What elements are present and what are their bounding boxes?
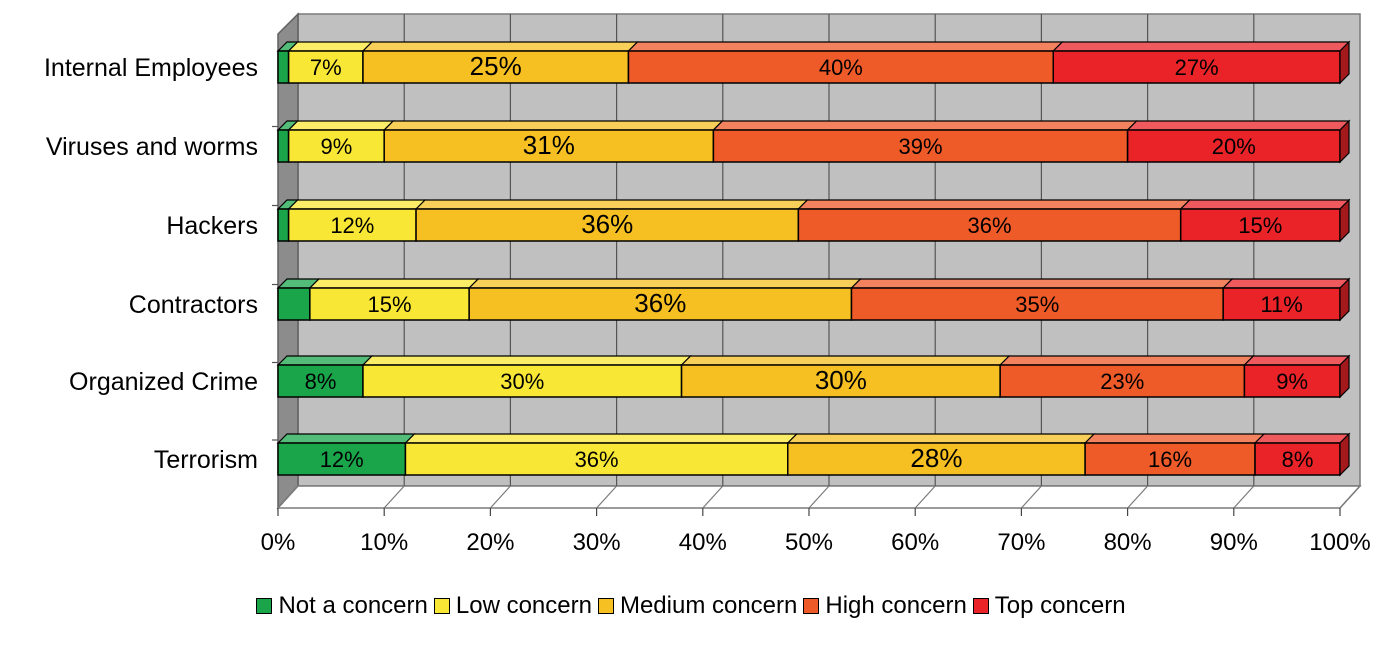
category-label: Hackers	[166, 212, 258, 240]
stacked-bar-chart: 0% 10% 20% 30% 40% 50% 60% 70% 80% 90% 100% Interna…	[44, 12, 1371, 556]
bar-segment	[403, 433, 799, 476]
bar-segment	[308, 278, 480, 321]
category-label: Terrorism	[154, 446, 258, 474]
data-label: 9%	[321, 134, 353, 159]
data-label: 36%	[634, 288, 686, 318]
legend-label: Top concern	[994, 592, 1126, 619]
legend-item: Medium concern	[597, 592, 798, 620]
data-label: 39%	[898, 134, 942, 159]
bar-segment	[1126, 119, 1351, 164]
bar-segment	[276, 355, 374, 398]
legend-item: Low concern	[433, 592, 592, 620]
floor-gridline	[383, 485, 405, 509]
data-label: 23%	[1100, 369, 1144, 394]
x-tick-label: 60%	[891, 529, 939, 556]
data-label: 30%	[500, 369, 544, 394]
bar-segment	[1242, 354, 1351, 399]
data-label: 12%	[320, 447, 364, 472]
legend: Not a concern Low concern Medium concern Hi…	[0, 592, 1382, 621]
data-label: 8%	[305, 369, 337, 394]
floor-gridline	[1233, 485, 1255, 509]
bar-segment	[711, 120, 1139, 163]
data-label: 25%	[470, 51, 522, 81]
floor-gridline	[1020, 485, 1042, 509]
data-label: 36%	[968, 213, 1012, 238]
data-label: 15%	[367, 292, 411, 317]
bar-segment	[414, 199, 809, 242]
data-label: 7%	[310, 55, 342, 80]
legend-label: Medium concern	[619, 592, 798, 619]
x-tick-label: 90%	[1210, 529, 1258, 556]
bar-segment	[276, 199, 300, 242]
bar-segment	[287, 41, 374, 84]
floor-gridline	[277, 485, 299, 509]
bar-segment	[627, 41, 1064, 84]
data-label: 8%	[1282, 447, 1314, 472]
bar-segment	[276, 278, 321, 321]
bar-segment	[361, 41, 639, 84]
data-label: 20%	[1212, 134, 1256, 159]
legend-label: Low concern	[455, 592, 592, 619]
x-tick-label: 30%	[573, 529, 621, 556]
legend-swatch	[256, 598, 273, 614]
data-label: 15%	[1238, 213, 1282, 238]
legend-swatch	[433, 598, 450, 614]
data-label: 36%	[575, 447, 619, 472]
data-label: 30%	[815, 365, 867, 395]
bar-segment	[1221, 277, 1351, 322]
bar-segment	[998, 355, 1255, 398]
bar-segment	[382, 120, 724, 163]
data-label: 12%	[330, 213, 374, 238]
bar-segment	[1179, 198, 1351, 243]
floor-gridline	[1127, 485, 1149, 509]
x-tick-label: 100%	[1309, 529, 1370, 556]
data-label: 40%	[819, 55, 863, 80]
data-label: 27%	[1175, 55, 1219, 80]
legend-label: Not a concern	[278, 592, 428, 619]
bar-segment	[1253, 432, 1351, 477]
bar-segment	[361, 355, 693, 398]
x-tick-label: 50%	[785, 529, 833, 556]
x-tick-label: 40%	[679, 529, 727, 556]
data-label: 36%	[581, 209, 633, 239]
data-label: 11%	[1260, 292, 1302, 317]
data-label: 31%	[523, 130, 575, 160]
data-label: 28%	[910, 443, 962, 473]
floor-gridline	[489, 485, 511, 509]
category-label: Contractors	[129, 291, 258, 319]
data-label: 16%	[1148, 447, 1192, 472]
legend-item: High concern	[803, 592, 967, 620]
x-tick-label: 10%	[360, 529, 408, 556]
x-tick-label: 80%	[1104, 529, 1152, 556]
x-tick-label: 20%	[466, 529, 514, 556]
floor-gridline	[596, 485, 618, 509]
legend-swatch	[803, 598, 820, 614]
category-label: Organized Crime	[69, 368, 258, 396]
legend-swatch	[597, 598, 614, 614]
bar-segment	[1083, 433, 1266, 476]
floor-gridline	[914, 485, 936, 509]
data-label: 35%	[1015, 292, 1059, 317]
data-label: 9%	[1276, 369, 1308, 394]
category-label: Internal Employees	[44, 54, 258, 82]
x-tick-label: 70%	[997, 529, 1045, 556]
legend-item: Top concern	[972, 592, 1126, 620]
bar-segment	[1051, 40, 1351, 85]
legend-label: High concern	[825, 592, 967, 619]
legend-swatch	[972, 598, 989, 614]
floor-gridline	[702, 485, 724, 509]
x-tick-label: 0%	[261, 529, 296, 556]
legend-item: Not a concern	[256, 592, 428, 620]
floor-gridline	[1339, 485, 1361, 509]
bar-segment	[786, 433, 1096, 476]
category-label: Viruses and worms	[46, 133, 258, 161]
floor-gridline	[808, 485, 830, 509]
